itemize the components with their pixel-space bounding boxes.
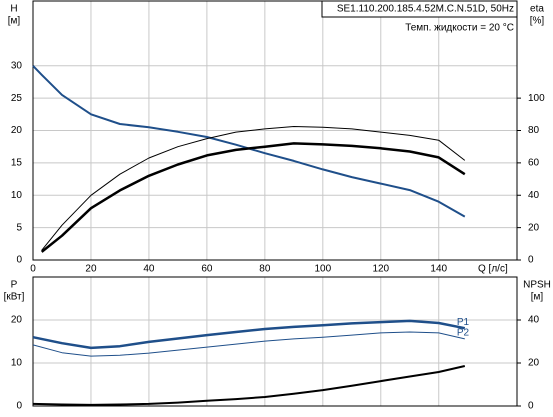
y-tick-label: 0: [16, 255, 22, 266]
y-tick-label: 30: [11, 60, 23, 71]
x-tick-label: 100: [314, 264, 331, 275]
curve: [40, 142, 466, 253]
chart-subtitle: Темп. жидкости = 20 °C: [405, 23, 514, 34]
y-axis-label: H: [10, 4, 17, 15]
y2-tick-label: 100: [528, 93, 545, 104]
plot-frame: [32, 276, 518, 407]
plot-frame: [32, 0, 518, 261]
y2-tick-label: 40: [528, 190, 540, 201]
y-tick-label: 20: [11, 315, 23, 326]
y2-tick-label: 0: [528, 401, 534, 412]
curve: [32, 65, 466, 218]
y-tick-label: 15: [11, 158, 23, 169]
curve-label: P1: [457, 317, 470, 328]
x-axis-label: Q [л/с]: [478, 264, 508, 275]
y-tick-label: 25: [11, 93, 23, 104]
chart-title: SE1.110.200.185.4.52M.C.N.51D, 50Hz: [337, 4, 514, 15]
x-tick-label: 80: [259, 264, 271, 275]
x-tick-label: 20: [85, 264, 97, 275]
y-tick-label: 0: [16, 401, 22, 412]
y2-tick-label: 80: [528, 125, 540, 136]
y2-axis-label: NPSH: [523, 280, 551, 291]
y2-axis-label: eta: [530, 4, 544, 15]
y2-axis-unit: [м]: [531, 292, 544, 303]
y-axis-unit: [м]: [8, 16, 21, 27]
y2-tick-label: 20: [528, 222, 540, 233]
y2-tick-label: 40: [528, 315, 540, 326]
y2-tick-label: 0: [528, 255, 534, 266]
x-tick-label: 0: [30, 264, 36, 275]
x-tick-label: 60: [201, 264, 213, 275]
y-tick-label: 5: [16, 222, 22, 233]
curve-label: P2: [457, 328, 470, 339]
x-tick-label: 140: [430, 264, 447, 275]
y-tick-label: 20: [11, 125, 23, 136]
y-axis-label: P: [11, 280, 18, 291]
curve: [32, 365, 466, 406]
y2-tick-label: 60: [528, 158, 540, 169]
y2-tick-label: 20: [528, 358, 540, 369]
curve: [32, 331, 465, 357]
curve: [32, 319, 466, 350]
y-tick-label: 10: [11, 190, 23, 201]
y-tick-label: 10: [11, 358, 23, 369]
curve: [41, 126, 466, 251]
title-box: [321, 0, 518, 18]
y-axis-unit: [кВт]: [4, 292, 25, 303]
y2-axis-unit: [%]: [530, 16, 545, 27]
x-tick-label: 40: [143, 264, 155, 275]
x-tick-label: 120: [372, 264, 389, 275]
